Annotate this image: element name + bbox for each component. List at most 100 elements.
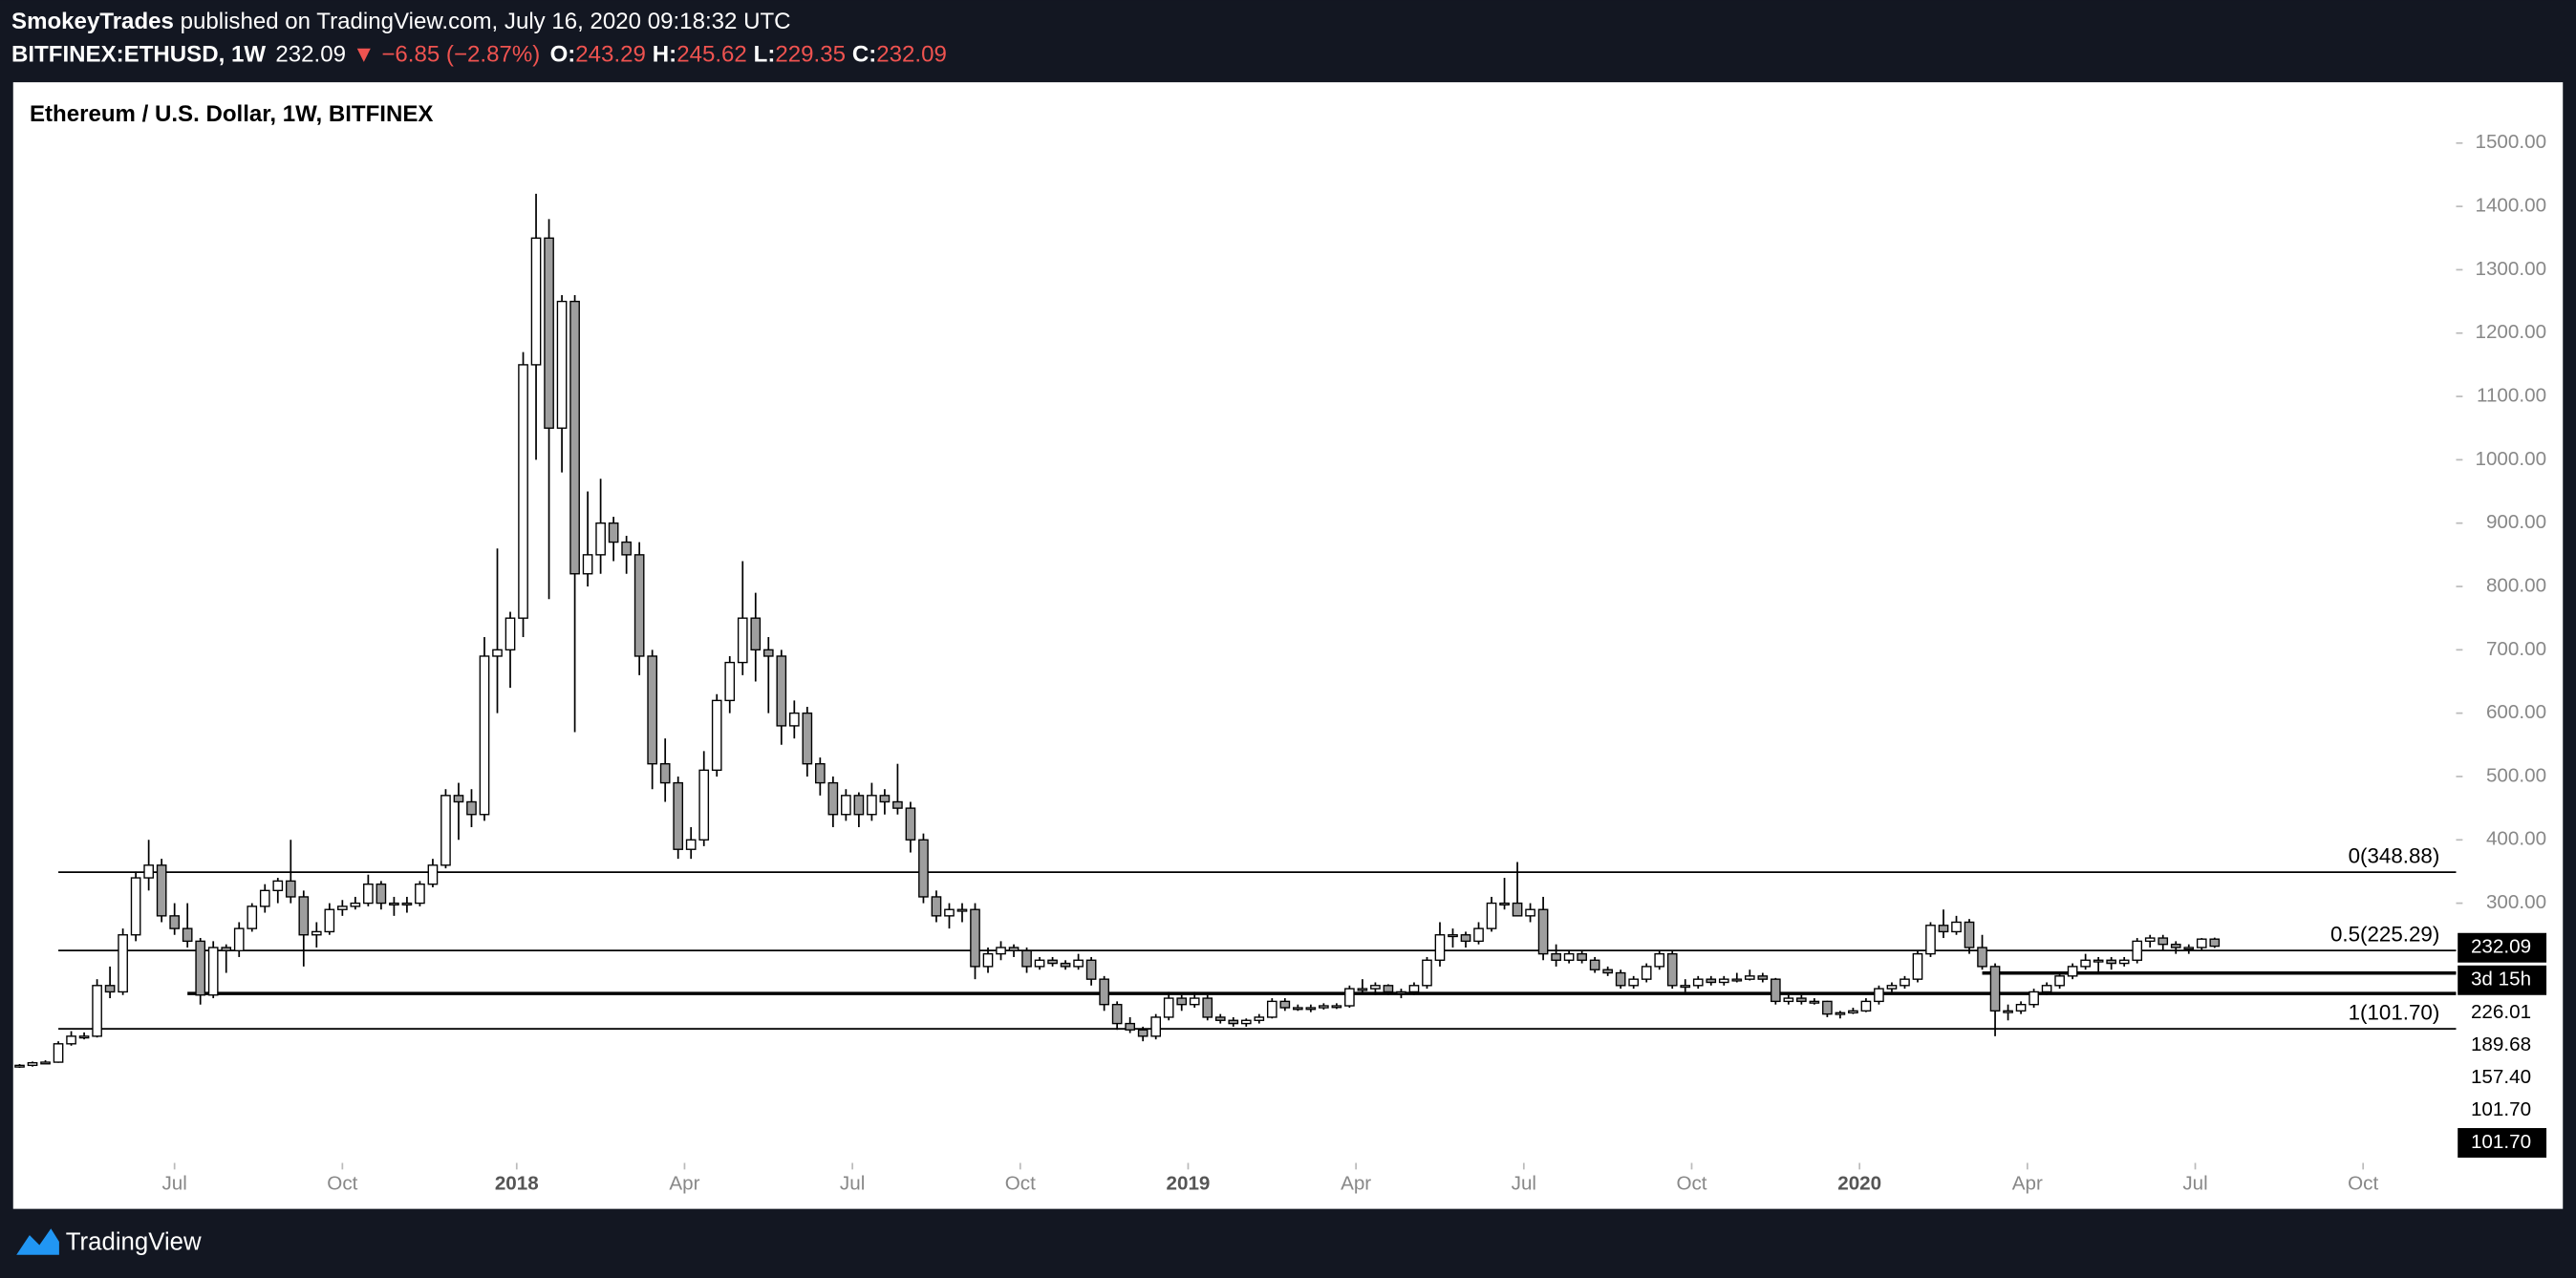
candle-body [1964,921,1975,948]
candle-body [673,781,684,850]
candle-body [1822,1000,1833,1015]
candle-body [1577,952,1587,961]
candle-body [788,712,800,727]
candle-body [737,617,748,664]
price-tag-label: 232.09 [2471,936,2531,958]
candle-body [1396,990,1406,994]
candle-body [1357,988,1368,991]
y-tick-label: 900.00 [2486,511,2546,533]
y-tick-label: 700.00 [2486,638,2546,660]
candle-body [1150,1016,1162,1037]
price-tag-label: 226.01 [2471,1001,2531,1023]
candle-body [879,795,891,803]
ohlc-label: H: [653,42,676,68]
candle-body [1525,908,1535,917]
candle-body [247,905,258,929]
x-tick-label: Oct [327,1172,357,1194]
y-tick-label: 1300.00 [2475,258,2546,280]
candle-body [1266,1000,1277,1018]
candle-body [1176,997,1188,1006]
candle-body [1189,997,1200,1006]
price-tag [2458,965,2547,995]
candle-body [956,908,968,912]
candle-body [221,947,232,952]
candle-body [1666,952,1678,987]
candle-body [1344,988,1355,1007]
logo-icon [16,1228,59,1255]
candle-body [2209,938,2221,948]
candle-body [1989,966,2001,1012]
candle-body [530,237,542,366]
candle-body [1073,959,1084,968]
candle-body [802,712,813,765]
y-tick-label: 800.00 [2486,574,2546,596]
candle-body [1305,1007,1317,1011]
candle-body [647,655,657,765]
candle-body [1202,997,1213,1018]
candle-body [1731,978,1743,982]
fib-label: 0(348.88) [2349,844,2440,868]
candle-body [815,763,826,784]
candle-body [867,795,877,816]
candle-body [40,1061,51,1065]
candle-body [1886,985,1898,990]
candle-body [337,905,348,910]
candle-body [298,896,310,936]
candle-body [1628,978,1640,987]
price-tag-label: 101.70 [2471,1131,2531,1153]
candle-body [1860,1000,1872,1012]
candle-body [2015,1004,2027,1012]
candle-body [1680,985,1691,989]
candle-body [259,889,270,907]
header-line: SmokeyTrades published on TradingView.co… [11,10,791,35]
candle-body [582,554,593,575]
candle-body [841,795,851,816]
price-tag-label: 3d 15h [2471,969,2531,990]
author[interactable]: SmokeyTrades [11,10,174,35]
candle-body [1512,902,1523,917]
candle-body [1563,952,1575,961]
ohlc-value: 229.35 [775,42,846,68]
candle-body [1951,921,1962,933]
candle-body [2196,938,2207,948]
candle-body [608,522,619,543]
candle-body [2003,1010,2013,1013]
candle-body [453,795,464,803]
candle-body [1771,978,1781,1003]
x-tick-label: Jul [161,1172,186,1194]
price-tag [2458,1128,2547,1158]
x-tick-label: 2020 [1837,1172,1881,1194]
candle-body [207,947,219,996]
candle-body [1654,952,1665,968]
candle-body [1163,997,1174,1018]
candle-body [1925,925,1936,955]
candle-body [827,781,839,816]
y-tick-label: 1500.00 [2475,131,2546,153]
candle-body [569,300,580,575]
candle-body [169,915,181,929]
candle-body [1383,985,1394,993]
y-tick-label: 1100.00 [2477,385,2546,407]
brand[interactable]: TradingView [66,1229,202,1256]
candle-body [2041,985,2052,993]
candle-body [918,839,929,898]
candle-body [1589,959,1600,970]
candle-body [1408,985,1420,993]
y-tick-label: 300.00 [2486,891,2546,913]
candle-body [1744,975,1755,980]
candle-body [1706,978,1717,984]
candle-body [14,1064,25,1068]
candle-body [53,1043,64,1063]
candle-body [1125,1022,1135,1031]
candle-body [1008,947,1020,952]
ohlc-label: L: [754,42,776,68]
candle-body [324,908,335,933]
candle-body [1293,1007,1303,1011]
candle-body [195,940,206,996]
symbol: BITFINEX:ETHUSD, 1W [11,42,266,68]
y-tick-label: 1400.00 [2475,195,2546,217]
candle-body [1111,1004,1123,1025]
candle-body [66,1035,76,1045]
candle-body [376,884,387,905]
